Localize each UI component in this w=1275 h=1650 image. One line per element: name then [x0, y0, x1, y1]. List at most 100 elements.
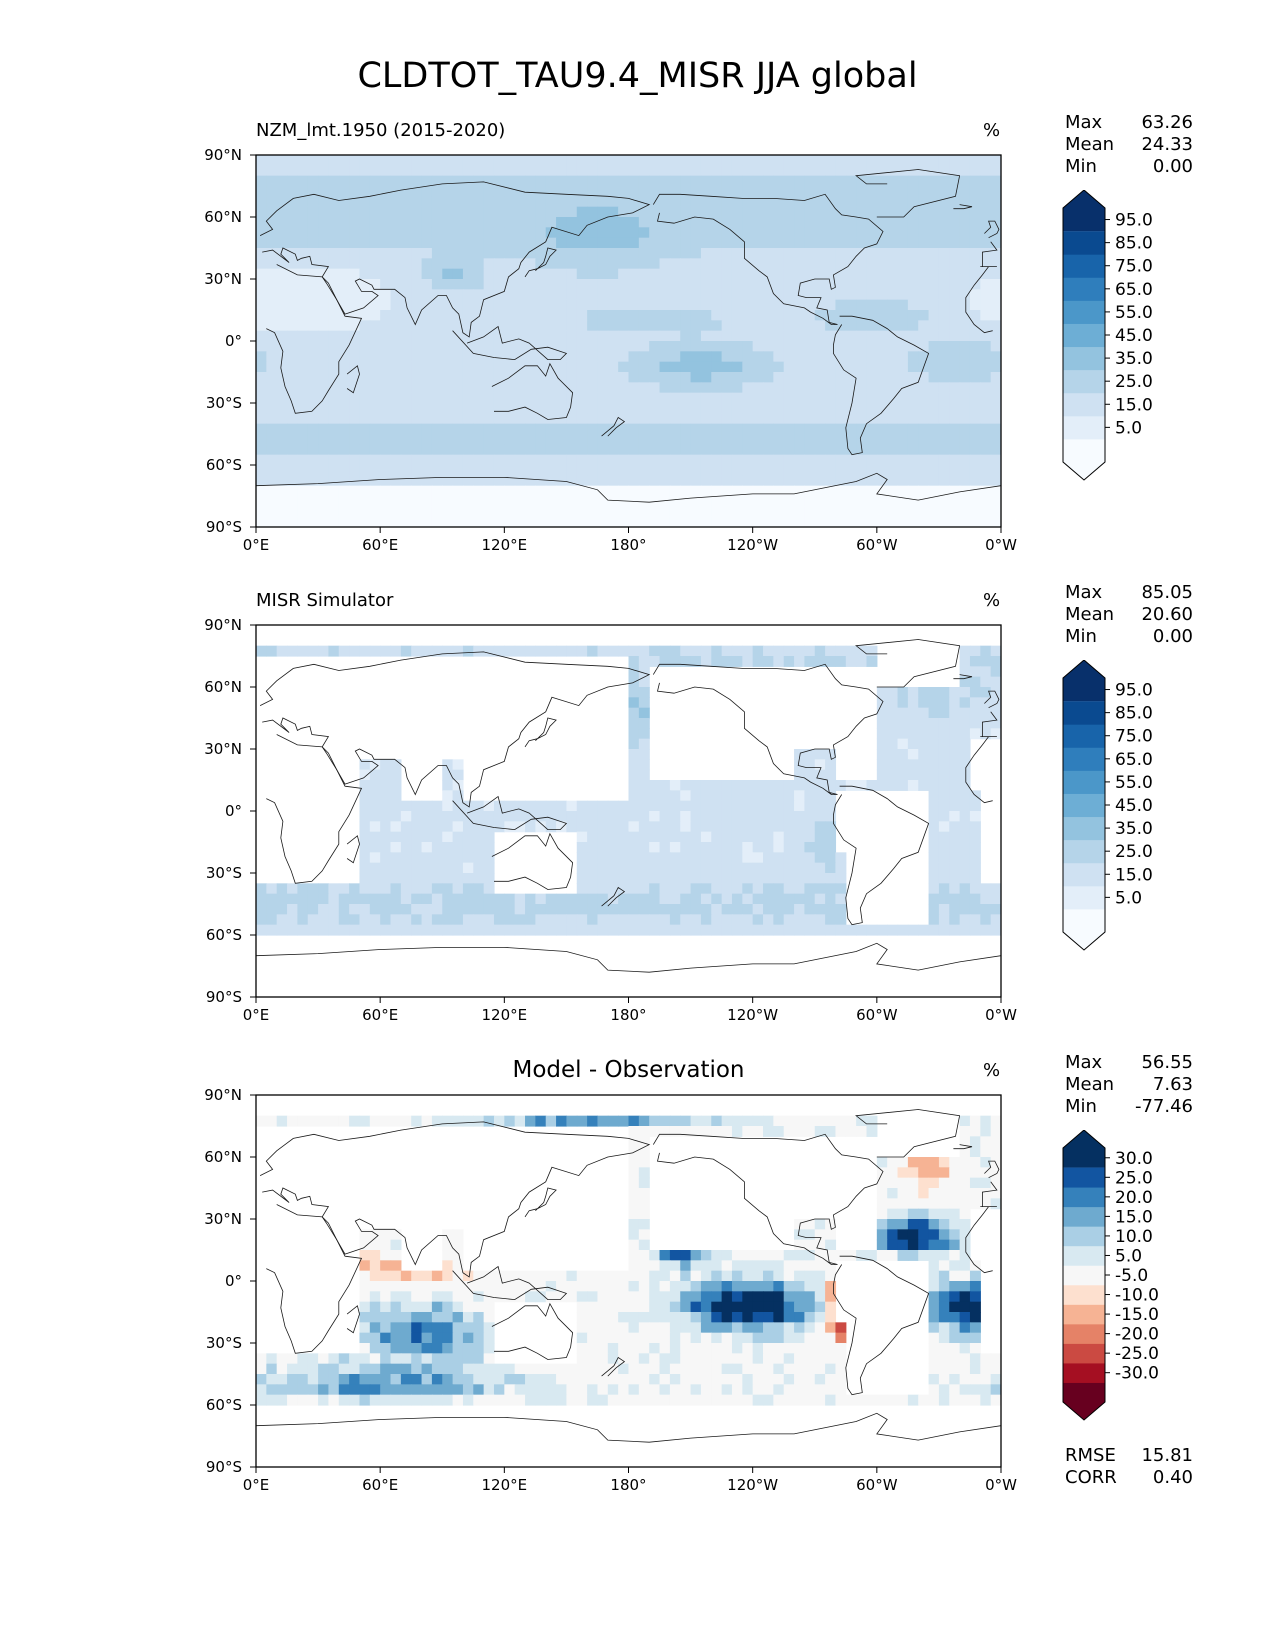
map-cell [804, 790, 816, 802]
stat-value-min: -77.46 [1134, 1096, 1193, 1117]
map-cell [907, 165, 919, 177]
map-cell [752, 1353, 764, 1365]
map-cell [949, 237, 961, 249]
map-cell [918, 718, 930, 729]
map-cell [514, 392, 526, 404]
map-cell [276, 268, 288, 280]
map-cell [473, 217, 485, 228]
map-cell [814, 341, 826, 352]
map-cell [545, 392, 557, 404]
map-cell [452, 893, 464, 905]
map-cell [866, 1394, 878, 1406]
map-cell [628, 403, 640, 414]
map-cell [597, 821, 609, 833]
map-cell [618, 1312, 630, 1323]
map-cell [421, 268, 433, 280]
map-cell [980, 1157, 992, 1168]
map-cell [825, 1126, 837, 1137]
colorbar-segment [1063, 885, 1105, 910]
map-cell [711, 914, 723, 926]
map-cell [452, 454, 464, 466]
map-cell [928, 299, 940, 311]
map-cell [411, 475, 423, 487]
map-cell [587, 382, 599, 394]
map-cell [390, 1115, 402, 1127]
map-cell [949, 258, 961, 270]
map-cell [700, 217, 712, 228]
map-cell [297, 914, 309, 926]
map-cell [825, 1301, 837, 1313]
map-cell [287, 413, 298, 425]
map-cell [980, 227, 992, 239]
map-cell [266, 506, 278, 518]
map-cell [949, 1198, 961, 1210]
map-cell [949, 320, 961, 332]
map-cell [907, 310, 919, 321]
map-cell [628, 1332, 640, 1344]
map-cell [700, 475, 712, 487]
map-cell [835, 780, 847, 791]
map-cell [349, 217, 361, 228]
map-cell [493, 465, 505, 476]
map-cell [742, 341, 754, 352]
map-cell [949, 496, 961, 507]
map-cell [266, 258, 278, 270]
map-cell [959, 1291, 971, 1303]
map-cell [390, 165, 402, 177]
colorbar-segment [1063, 747, 1105, 771]
map-cell [731, 516, 743, 527]
map-cell [607, 1115, 619, 1127]
map-cell [576, 475, 588, 487]
map-cell [276, 279, 288, 290]
map-cell [442, 769, 454, 781]
map-cell [442, 403, 454, 414]
map-cell [814, 237, 826, 249]
map-cell [700, 873, 712, 884]
map-cell [711, 1126, 723, 1137]
map-cell [887, 155, 899, 166]
map-cell [990, 279, 1001, 290]
map-cell [742, 1332, 754, 1344]
map-cell [990, 330, 1001, 342]
map-cell [928, 475, 940, 487]
map-cell [949, 914, 961, 926]
map-cell [928, 485, 940, 497]
map-cell [814, 759, 826, 771]
map-cell [814, 780, 826, 791]
map-cell [928, 687, 940, 698]
map-cell [659, 1363, 671, 1375]
colorbar-outline [1062, 190, 1106, 481]
map-cell [856, 485, 868, 497]
map-cell [473, 1363, 485, 1375]
map-cell [359, 330, 371, 342]
map-cell [369, 506, 381, 518]
map-cell [421, 1363, 433, 1375]
map-cell [959, 1394, 971, 1406]
map-cell [328, 496, 340, 507]
map-cell [949, 175, 961, 187]
map-cell [556, 217, 568, 228]
map-cell [328, 206, 340, 218]
map-cell [649, 279, 661, 290]
map-cell [359, 831, 371, 843]
map-cell [804, 852, 816, 864]
map-cell [390, 351, 402, 363]
map-cell [700, 1374, 712, 1385]
map-cell [307, 1384, 319, 1396]
map-cell [711, 299, 723, 311]
map-cell [638, 392, 650, 404]
map-cell [566, 1363, 578, 1375]
map-cell [969, 1126, 981, 1137]
map-cell [700, 175, 712, 187]
map-cell [266, 268, 278, 280]
map-cell [949, 1157, 961, 1168]
map-cell [535, 217, 547, 228]
map-cell [431, 351, 443, 363]
map-cell [876, 738, 888, 750]
map-cell [700, 434, 712, 445]
map-cell [866, 196, 878, 208]
map-cell [918, 1198, 930, 1210]
map-cell [649, 831, 661, 843]
map-cell [763, 186, 774, 197]
map-cell [607, 485, 619, 497]
